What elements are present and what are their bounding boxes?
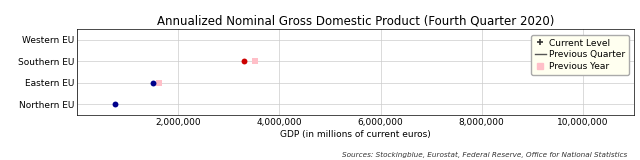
Point (148, 82, 158, 84)
Legend: Current Level, Previous Quarter, Previous Year: Current Level, Previous Quarter, Previou… (531, 35, 629, 75)
Point (588, 38, 598, 41)
Title: Annualized Nominal Gross Domestic Product (Fourth Quarter 2020): Annualized Nominal Gross Domestic Produc… (157, 15, 554, 28)
X-axis label: GDP (in millions of current euros): GDP (in millions of current euros) (280, 130, 431, 139)
Point (250, 60, 260, 63)
Point (573, 38, 583, 41)
Text: Sources: Stockingblue, Eurostat, Federal Reserve, Office for National Statistics: Sources: Stockingblue, Eurostat, Federal… (342, 152, 627, 158)
Point (239, 60, 249, 63)
Point (154, 82, 164, 84)
Point (109, 103, 120, 106)
